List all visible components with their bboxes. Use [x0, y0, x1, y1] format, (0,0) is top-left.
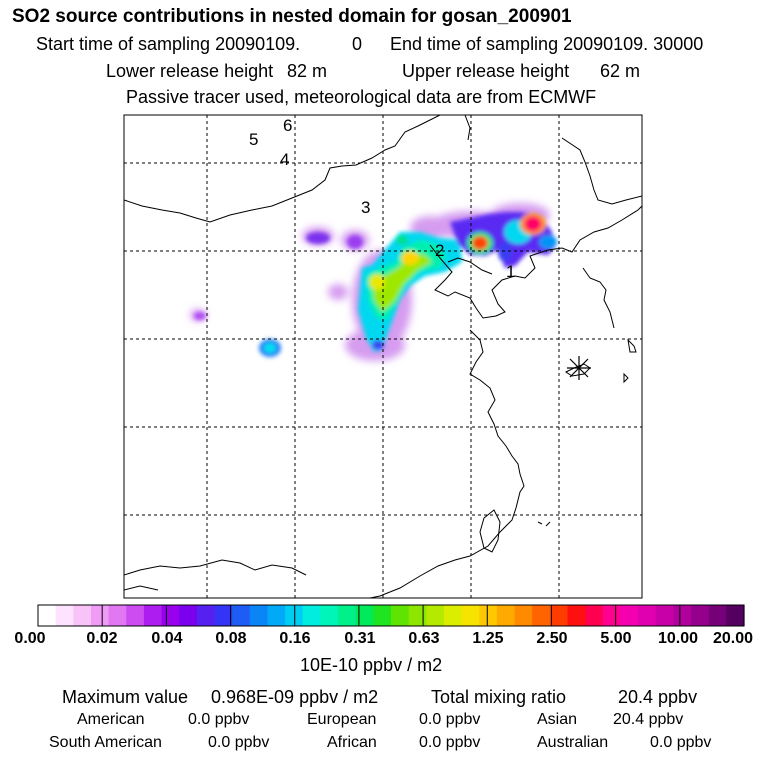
colorbar — [38, 605, 745, 626]
colorbar-swatch — [691, 605, 710, 626]
colorbar-swatch — [726, 605, 745, 626]
max-value-label: Maximum value — [62, 687, 189, 707]
colorbar-swatch — [267, 605, 286, 626]
colorbar-swatch — [708, 605, 727, 626]
colorbar-swatch — [532, 605, 551, 626]
colorbar-label: 0.16 — [279, 630, 311, 647]
colorbar-frame — [37, 604, 745, 627]
colorbar-units: 10E-10 ppbv / m2 — [300, 655, 443, 675]
lower-height-label: Lower release height — [106, 61, 274, 81]
total-mixing-value: 20.4 ppbv — [618, 687, 698, 707]
australian-value: 0.0 ppbv — [650, 734, 712, 751]
colorbar-swatch — [443, 605, 463, 626]
map-frame — [123, 114, 643, 599]
total-mixing-label: Total mixing ratio — [431, 687, 567, 707]
colorbar-swatch — [196, 605, 216, 626]
concentration-plume — [190, 203, 557, 361]
asterisk-receptor-icon — [567, 356, 591, 380]
colorbar-label: 0.08 — [215, 630, 247, 647]
south-american-value: 0.0 ppbv — [208, 734, 270, 751]
asian-value: 20.4 ppbv — [613, 711, 684, 728]
colorbar-swatch — [585, 605, 604, 626]
colorbar-swatch — [320, 605, 339, 626]
coastlines — [124, 115, 642, 598]
colorbar-label: 20.00 — [712, 630, 754, 647]
colorbar-label: 10.00 — [657, 630, 699, 647]
colorbar-swatch — [514, 605, 533, 626]
colorbar-swatch — [302, 605, 321, 626]
region-label-3: 3 — [361, 198, 370, 217]
colorbar-label: 5.00 — [600, 630, 632, 647]
colorbar-swatch — [179, 605, 198, 626]
tracer-note: Passive tracer used, meteorological data… — [126, 87, 597, 107]
colorbar-swatch — [73, 605, 92, 626]
colorbar-swatch — [161, 605, 180, 626]
lower-height-value: 82 m — [287, 61, 328, 81]
american-value: 0.0 ppbv — [188, 711, 250, 728]
colorbar-label: 0.31 — [344, 630, 376, 647]
colorbar-label: 1.25 — [472, 630, 504, 647]
european-value: 0.0 ppbv — [419, 711, 481, 728]
european-label: European — [307, 711, 377, 728]
colorbar-swatch — [496, 605, 516, 626]
australian-label: Australian — [537, 734, 609, 751]
asian-label: Asian — [537, 711, 578, 728]
colorbar-swatch — [232, 605, 251, 626]
lat-lon-grid — [124, 115, 642, 598]
african-value: 0.0 ppbv — [419, 734, 481, 751]
region-label-1: 1 — [506, 262, 515, 281]
colorbar-swatch — [214, 605, 233, 626]
max-value: 0.968E-09 ppbv / m2 — [211, 687, 379, 707]
african-label: African — [327, 734, 377, 751]
colorbar-swatch — [373, 605, 392, 626]
colorbar-swatch — [249, 605, 269, 626]
upper-height-value: 62 m — [600, 61, 641, 81]
colorbar-swatch — [126, 605, 145, 626]
start-time-value: 0 — [352, 34, 363, 54]
colorbar-swatch — [479, 605, 498, 626]
page-title: SO2 source contributions in nested domai… — [12, 6, 572, 27]
colorbar-swatch — [638, 605, 657, 626]
colorbar-label: 2.50 — [536, 630, 568, 647]
region-label-5: 5 — [249, 130, 258, 149]
colorbar-swatch — [391, 605, 410, 626]
colorbar-label: 0.04 — [151, 630, 183, 647]
colorbar-swatch — [355, 605, 374, 626]
region-label-4: 4 — [280, 150, 289, 169]
colorbar-swatch — [655, 605, 674, 626]
colorbar-swatch — [285, 605, 304, 626]
colorbar-swatch — [602, 605, 622, 626]
colorbar-swatch — [426, 605, 445, 626]
colorbar-label: 0.02 — [86, 630, 118, 647]
upper-height-label: Upper release height — [402, 61, 570, 81]
colorbar-swatch — [55, 605, 74, 626]
region-label-2: 2 — [435, 241, 444, 260]
region-label-6: 6 — [283, 116, 292, 135]
colorbar-swatch — [38, 605, 57, 626]
colorbar-label: 0.00 — [14, 630, 46, 647]
colorbar-swatch — [90, 605, 110, 626]
colorbar-swatch — [567, 605, 586, 626]
american-label: American — [77, 711, 145, 728]
colorbar-swatch — [461, 605, 480, 626]
colorbar-swatch — [408, 605, 427, 626]
colorbar-swatch — [549, 605, 569, 626]
colorbar-swatch — [338, 605, 357, 626]
colorbar-swatch — [673, 605, 692, 626]
colorbar-label: 0.63 — [408, 630, 440, 647]
end-time-label: End time of sampling 20090109. 30000 — [390, 34, 704, 54]
colorbar-swatch — [143, 605, 163, 626]
colorbar-swatch — [108, 605, 127, 626]
south-american-label: South American — [49, 734, 162, 751]
colorbar-swatch — [620, 605, 639, 626]
start-time-label: Start time of sampling 20090109. — [36, 34, 301, 54]
